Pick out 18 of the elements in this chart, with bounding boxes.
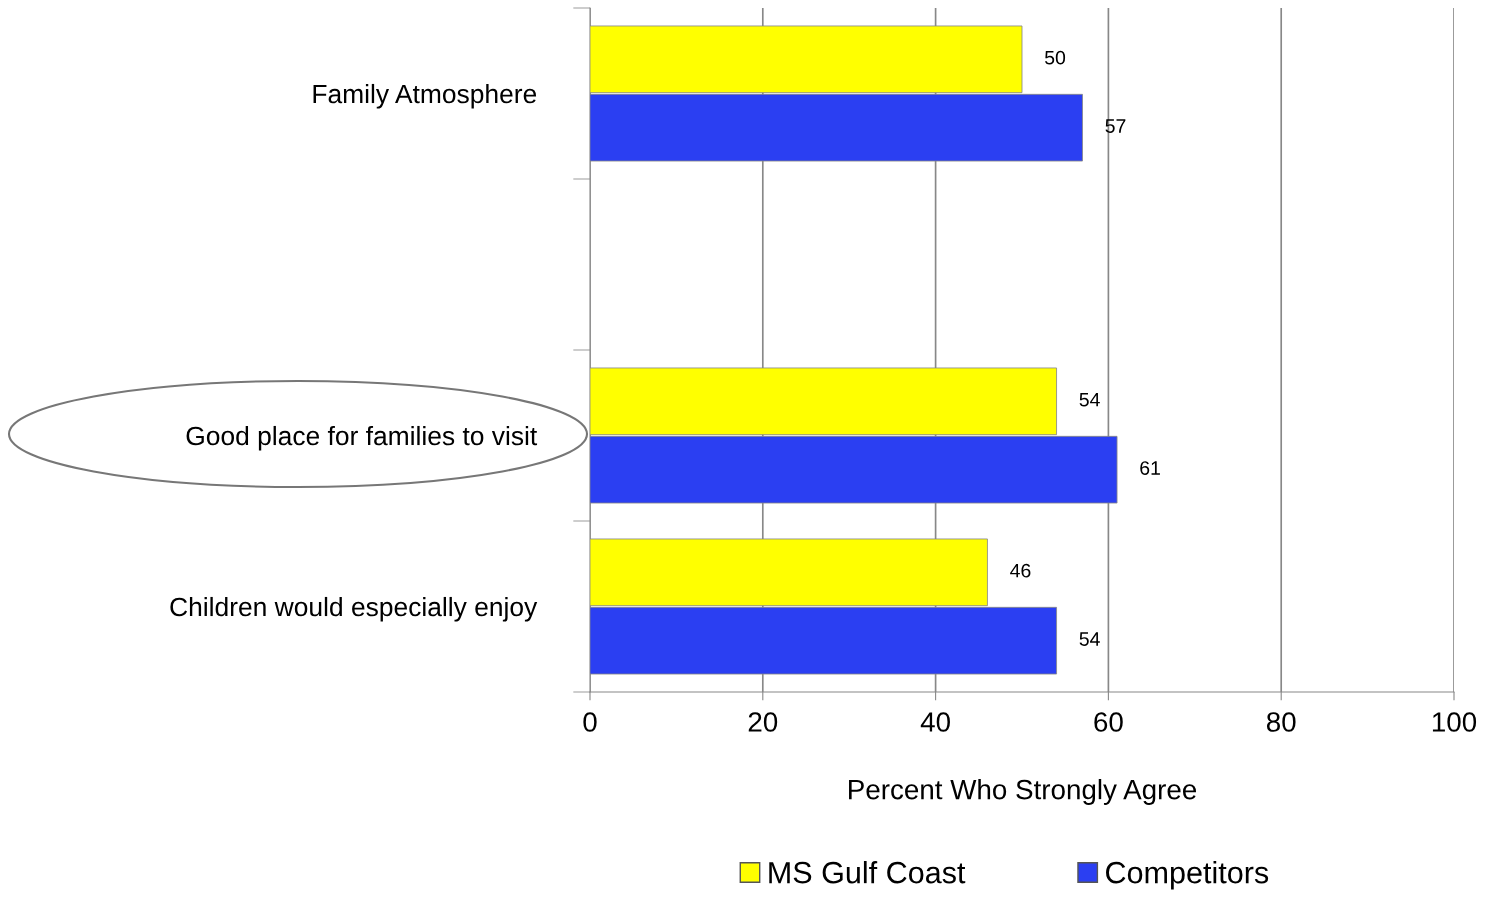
data-label: 50 (1045, 50, 1066, 65)
y-tick-label: Good place for families to visit (186, 425, 538, 451)
x-axis-title: Percent Who Strongly Agree (849, 779, 1197, 805)
y-tick-label: Family Atmosphere (313, 83, 537, 109)
legend-label: Competitors (1106, 861, 1269, 890)
x-tick-label: 20 (748, 712, 778, 732)
x-tick-label: 60 (1094, 712, 1123, 732)
legend-label: MS Gulf Coast (769, 861, 966, 884)
data-label: 54 (1079, 632, 1100, 646)
x-tick-label: 80 (1266, 712, 1296, 732)
data-label: 57 (1105, 119, 1126, 133)
data-label: 46 (1010, 563, 1031, 578)
y-tick-label: Children would especially enjoy (170, 596, 538, 622)
data-label: 54 (1079, 392, 1100, 407)
x-tick-label: 40 (920, 712, 950, 732)
x-tick-label: 0 (583, 712, 597, 732)
data-label: 61 (1140, 461, 1160, 475)
x-tick-label: 100 (1432, 712, 1477, 732)
